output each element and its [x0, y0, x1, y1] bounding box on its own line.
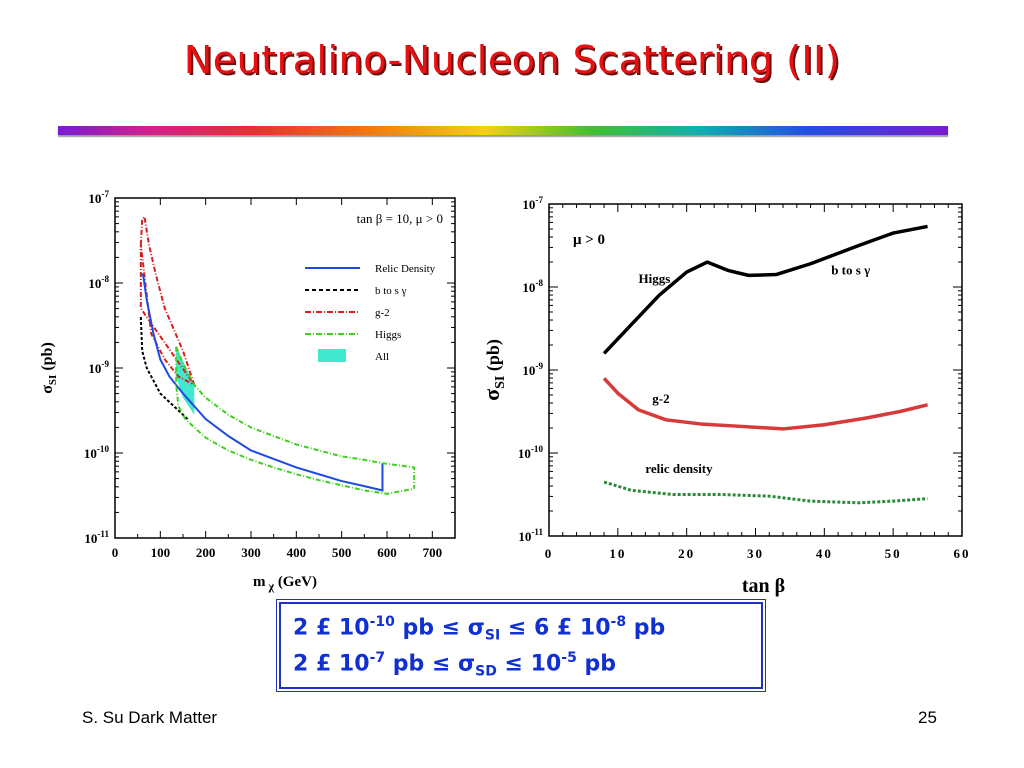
plot-frame: [548, 203, 963, 537]
y-tick-label: 10-8: [522, 278, 543, 295]
series-line: [602, 377, 928, 431]
x-axis-label: m χ (GeV): [253, 574, 317, 593]
series-label: Higgs: [638, 271, 670, 286]
bound-sd-line: 2 £ 10-7 pb ≤ σSD ≤ 10-5 pb: [293, 650, 616, 680]
x-tick-label: 700: [423, 545, 443, 560]
y-tick-label: 10-7: [522, 195, 543, 212]
y-tick-label: 10-9: [88, 359, 109, 376]
series-line: [139, 316, 189, 420]
y-tick-label: 10-11: [518, 527, 543, 544]
chart-annotation: μ > 0: [573, 232, 605, 248]
series-line: [140, 273, 384, 492]
x-axis-label: tan β: [742, 575, 785, 597]
legend-label: All: [375, 351, 389, 363]
chart-annotation: tan β = 10, μ > 0: [357, 211, 443, 226]
series-line: [175, 346, 415, 495]
y-tick-label: 10-7: [88, 189, 109, 206]
title-divider: [58, 126, 948, 135]
cross-section-bounds-box: 2 £ 10-10 pb ≤ σSI ≤ 6 £ 10-8 pb 2 £ 10-…: [276, 599, 766, 692]
y-axis-label: σSI (pb): [39, 342, 59, 394]
y-tick-label: 10-10: [518, 444, 544, 461]
series-label: g-2: [652, 391, 669, 406]
x-tick-label: 600: [377, 545, 397, 560]
series-label: relic density: [645, 461, 713, 476]
x-tick-label: 500: [332, 545, 352, 560]
series-line: [175, 346, 416, 489]
slide-number: 25: [918, 708, 937, 727]
x-tick-label: 40: [816, 546, 833, 561]
series-line: [603, 480, 928, 505]
x-tick-label: 20: [678, 546, 695, 561]
legend-label: b to s γ: [375, 285, 407, 297]
y-tick-label: 10-11: [84, 529, 109, 546]
chart-tanbeta-scan: 0 10 20 30 40 50 60 10-11 10-10 10-9 10-8 10-7 tan β…: [479, 195, 971, 597]
x-tick-label: 60: [954, 546, 971, 561]
x-tick-label: 10: [609, 546, 626, 561]
x-tick-label: 200: [196, 545, 216, 560]
legend-label: Relic Density: [375, 263, 436, 275]
series-line: [139, 214, 196, 386]
y-tick-label: 10-10: [84, 444, 110, 461]
legend-swatch: [318, 349, 346, 362]
y-tick-label: 10-8: [88, 274, 109, 291]
x-tick-label: 30: [747, 546, 764, 561]
x-tick-label: 100: [151, 545, 171, 560]
slide-title: Neutralino-Nucleon Scattering (II): [183, 38, 841, 82]
series-label: b to s γ: [831, 263, 870, 278]
legend-label: g-2: [375, 307, 390, 319]
x-tick-label: 400: [287, 545, 307, 560]
y-tick-label: 10-9: [522, 361, 543, 378]
bound-si-line: 2 £ 10-10 pb ≤ σSI ≤ 6 £ 10-8 pb: [293, 614, 666, 644]
plot-frame: [114, 197, 456, 539]
chart-mass-scan: 0 100 200 300 400 500 600 700 10-11 10-10 10-9 10-8…: [39, 189, 456, 593]
series-line: [602, 224, 928, 355]
x-tick-label: 0: [545, 546, 554, 561]
footer-author: S. Su Dark Matter: [82, 708, 218, 727]
legend-label: Higgs: [375, 329, 401, 341]
y-axis-label: σSI (pb): [479, 339, 508, 401]
x-tick-label: 50: [885, 546, 902, 561]
x-tick-label: 0: [112, 545, 119, 560]
x-tick-label: 300: [241, 545, 261, 560]
